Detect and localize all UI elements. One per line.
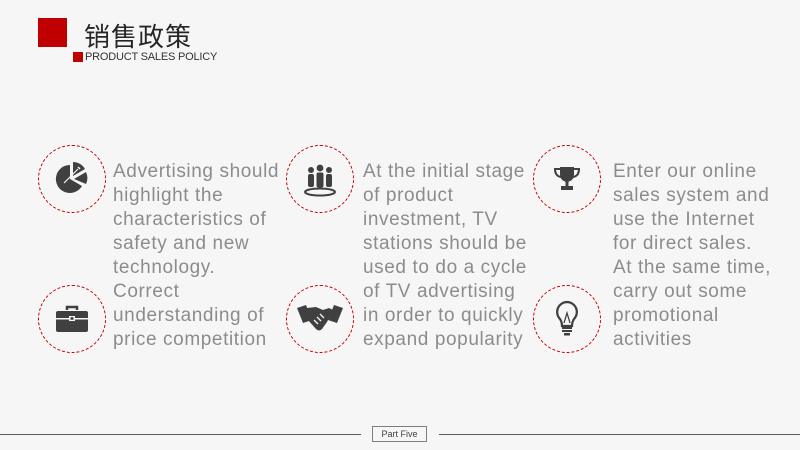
handshake-icon-ring [286,285,354,353]
handshake-icon [297,305,343,331]
briefcase-icon-ring [38,285,106,353]
pie-chart-icon-ring [38,145,106,213]
team-icon [304,164,336,197]
lightbulb-icon [556,300,578,336]
footer-line-left [0,434,361,435]
page-title: 销售政策 [84,23,193,53]
page-subtitle: PRODUCT SALES POLICY [85,51,218,63]
briefcase-icon [56,305,88,332]
pie-chart-icon [55,162,88,193]
lightbulb-icon-ring [533,285,601,353]
footer-line-right [439,434,800,435]
subtitle-accent-square [73,52,83,62]
trophy-icon [553,167,581,190]
trophy-icon-ring [533,145,601,213]
column-3-text: Enter our online sales system and use th… [613,161,772,350]
team-icon-ring [286,145,354,213]
column-2-text: At the initial stage of product investme… [363,161,527,350]
title-accent-square [38,18,67,47]
footer-part-label: Part Five [372,426,427,442]
column-1-text: Advertising should highlight the charact… [113,161,280,350]
